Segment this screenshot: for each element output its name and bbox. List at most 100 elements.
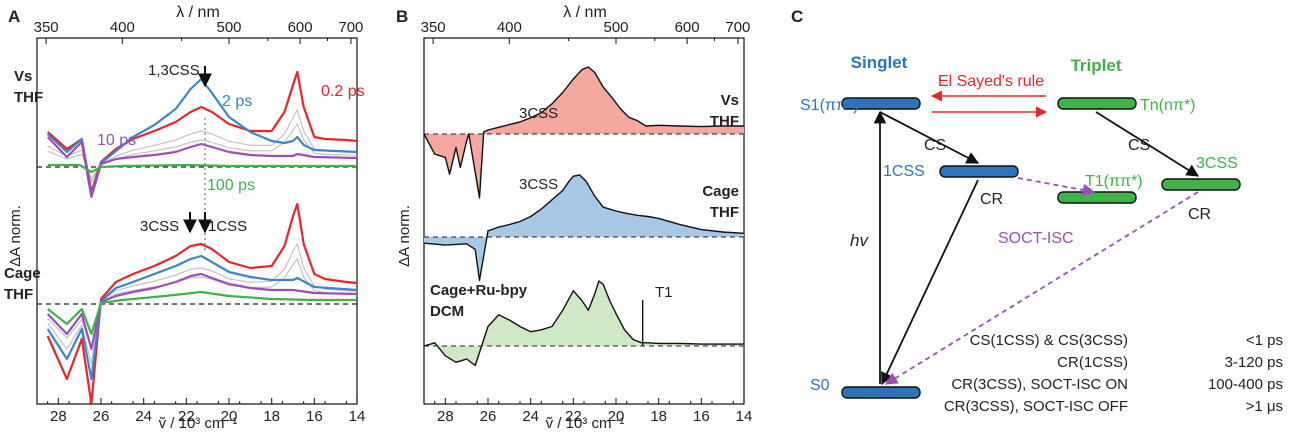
panel-a-series <box>46 70 358 406</box>
panel-c-triplet-title: Triplet <box>1070 56 1121 75</box>
panel-c-soct-arrow-lower <box>884 191 1199 385</box>
panel-b-top-axis-label: λ / nm <box>563 4 607 21</box>
panel-c-s0-label: S0 <box>810 377 830 394</box>
bottom-tick-label: 22 <box>565 408 582 425</box>
panel-b-ru-bpy-trace-fill <box>424 281 744 366</box>
panel-c-3css-label: 3CSS <box>1196 155 1238 172</box>
panel-b-trace2-peak: 3CSS <box>519 176 558 193</box>
panel-a-series-green-cage <box>47 290 357 336</box>
panel-b-cage-trace-fill <box>424 175 744 281</box>
panel-b-trace1-solvent: THF <box>710 113 739 130</box>
panel-c-s1-label: S1(ππ*) <box>800 97 859 114</box>
panel-a: A λ / nm 28 26 24 22 20 18 16 14 350 400 500 600 700… <box>4 4 365 432</box>
rate-table-timescale: 3-120 ps <box>1225 354 1283 371</box>
top-tick-label: 350 <box>34 19 59 36</box>
panel-a-top-axis-label: λ / nm <box>176 4 220 21</box>
panel-b-trace2-label: Cage <box>702 183 739 200</box>
panel-c-soct-label: SOCT-ISC <box>998 230 1074 247</box>
panel-c-s0-level <box>841 386 921 399</box>
rate-table-process: CS(1CSS) & CS(3CSS) <box>970 332 1128 349</box>
top-tick-label: 500 <box>603 19 628 36</box>
panel-b-vs-trace-fill <box>424 67 744 198</box>
panel-c-letter: C <box>791 7 803 26</box>
panel-c-cs-right: CS <box>1128 137 1150 154</box>
panel-c-cs-arrow-left <box>879 111 980 164</box>
panel-a-series-purple-cage <box>46 272 358 351</box>
panel-c-tn-label: Tn(nπ*) <box>1140 97 1196 114</box>
panel-a-vs-solvent: THF <box>14 89 43 106</box>
panel-c-3css-level <box>1161 178 1241 191</box>
panel-b-trace1-peak: 3CSS <box>519 105 558 122</box>
panel-a-ann-css13: 1,3CSS <box>148 62 200 79</box>
top-tick-label: 600 <box>675 19 700 36</box>
panel-c-el-sayed-label: El Sayed's rule <box>938 73 1044 90</box>
top-tick-label: 400 <box>497 19 522 36</box>
rate-table-process: CR(1CSS) <box>1057 354 1128 371</box>
panel-a-ann-2ps: 2 ps <box>222 93 252 110</box>
panel-a-ann-1css: 1CSS <box>208 218 247 235</box>
panel-a-bottom-axis-label: ṽ / 10³ cm⁻¹ <box>159 415 238 432</box>
panel-a-ticks: 28 26 24 22 20 18 16 14 350 400 500 600 700 <box>34 19 366 425</box>
panel-a-vs-label: Vs <box>14 68 32 85</box>
bottom-tick-label: 16 <box>306 408 323 425</box>
panel-a-ann-02ps: 0.2 ps <box>321 83 365 100</box>
panel-b-trace3-solvent: DCM <box>430 303 464 320</box>
bottom-tick-label: 20 <box>608 408 625 425</box>
panel-c-t1-label: T1(ππ*) <box>1085 173 1143 190</box>
bottom-tick-label: 28 <box>50 408 67 425</box>
panel-c-cr-right: CR <box>1188 206 1211 223</box>
panel-b-y-axis-label: ΔA norm. <box>396 205 413 267</box>
bottom-tick-label: 14 <box>349 408 366 425</box>
bottom-tick-label: 20 <box>221 408 238 425</box>
panel-c-cr-arrow <box>881 179 979 386</box>
panel-a-y-axis-label: ΔA norm. <box>7 205 24 267</box>
panel-a-series-green-vs <box>47 163 357 174</box>
bottom-tick-label: 16 <box>693 408 710 425</box>
panel-b-bottom-axis-label: ṽ / 10³ cm⁻¹ <box>546 415 625 432</box>
panel-a-series-purple-vs <box>46 136 358 199</box>
panel-b-trace1-label: Vs <box>721 92 739 109</box>
rate-table-timescale: 100-400 ps <box>1208 376 1283 393</box>
rate-table-timescale: >1 μs <box>1246 398 1283 415</box>
panel-c-s1-level <box>841 97 921 110</box>
panel-c-soct-arrow-upper <box>1017 177 1096 197</box>
bottom-tick-label: 24 <box>522 408 539 425</box>
bottom-tick-label: 24 <box>135 408 152 425</box>
top-tick-label: 400 <box>110 19 135 36</box>
panel-b-cage-trace-line <box>423 174 745 282</box>
panel-a-series-blue-cage <box>46 254 358 381</box>
panel-a-cage-solvent: THF <box>4 286 33 303</box>
bottom-tick-label: 14 <box>736 408 753 425</box>
top-tick-label: 600 <box>288 19 313 36</box>
panel-a-ann-3css: 3CSS <box>140 218 179 235</box>
panel-b-series <box>423 66 745 367</box>
bottom-tick-label: 18 <box>650 408 667 425</box>
panel-c-cr-left: CR <box>980 191 1003 208</box>
panel-b-trace2-solvent: THF <box>710 204 739 221</box>
bottom-tick-label: 28 <box>437 408 454 425</box>
panel-c-singlet-title: Singlet <box>851 53 908 72</box>
top-tick-label: 700 <box>338 19 363 36</box>
rate-table-timescale: <1 ps <box>1246 332 1283 349</box>
panel-c-hv-label: hv <box>850 231 869 250</box>
panel-b-trace3-label: Cage+Ru-bpy <box>430 282 528 299</box>
panel-c-tn-level <box>1057 97 1137 110</box>
bottom-tick-label: 26 <box>93 408 110 425</box>
panel-b-letter: B <box>396 7 408 26</box>
panel-a-letter: A <box>8 7 20 26</box>
panel-c-t1-level <box>1057 191 1137 204</box>
bottom-tick-label: 22 <box>178 408 195 425</box>
top-tick-label: 350 <box>421 19 446 36</box>
panel-c-1css-level <box>939 165 1019 178</box>
bottom-tick-label: 18 <box>263 408 280 425</box>
panel-a-ann-10ps: 10 ps <box>97 132 136 149</box>
panel-c-rate-table: CS(1CSS) & CS(3CSS) <1 ps CR(1CSS) 3-120 ps… <box>944 332 1283 415</box>
panel-c: C Singlet Triplet El Sayed's rule S1(ππ*… <box>791 7 1283 415</box>
panel-b-ru-bpy-trace-line <box>423 280 744 367</box>
bottom-tick-label: 26 <box>480 408 497 425</box>
panel-b-trace3-peak: T1 <box>655 284 673 301</box>
panel-b-ticks: 28 26 24 22 20 18 16 14 350 400 500 600 700 <box>421 19 753 425</box>
rate-table-process: CR(3CSS), SOCT-ISC ON <box>951 376 1128 393</box>
panel-b-vs-trace-line <box>423 66 744 199</box>
